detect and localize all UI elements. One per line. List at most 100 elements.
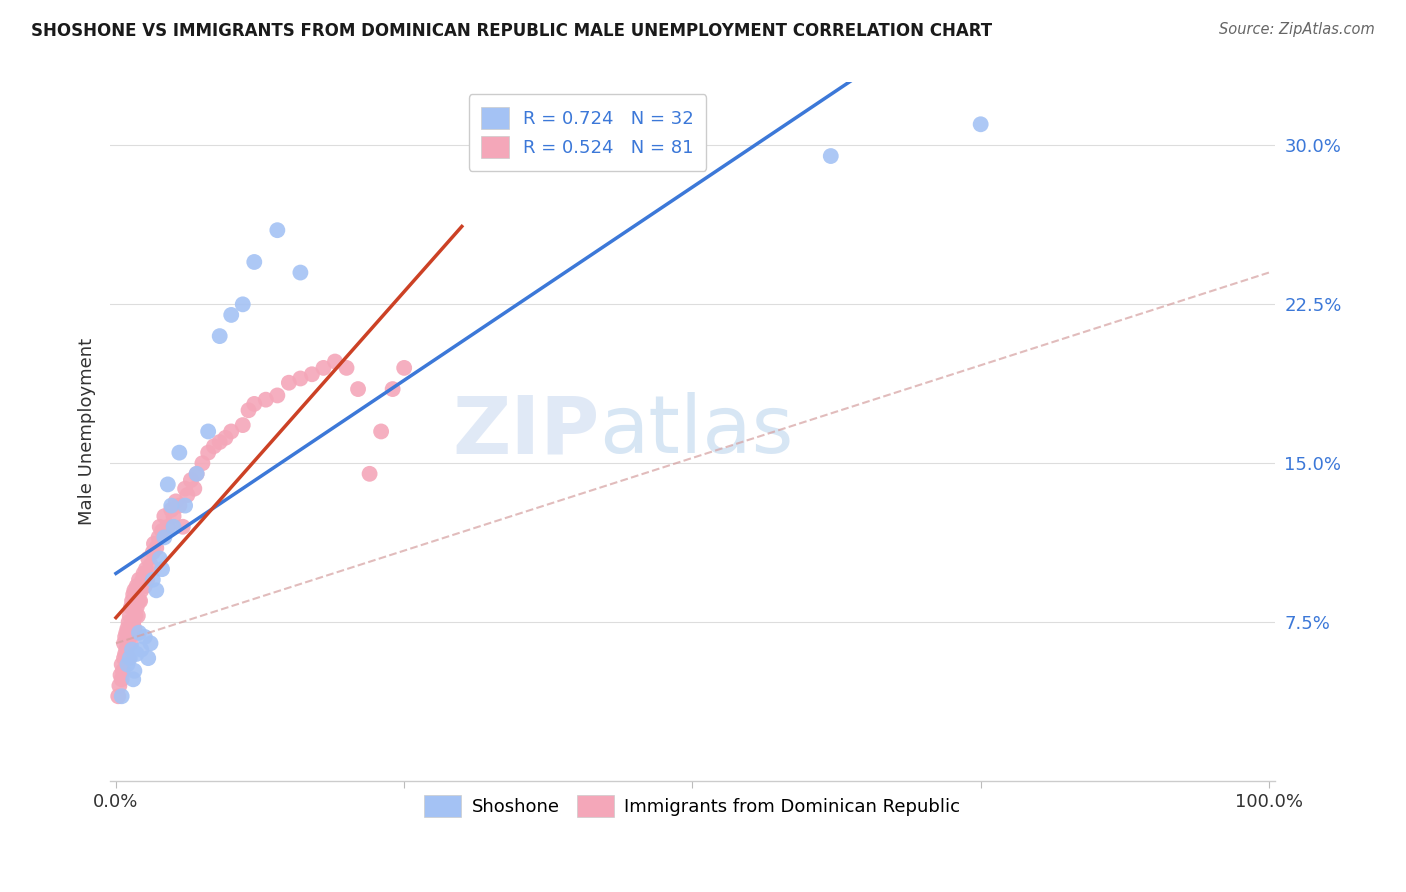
Point <box>135 562 157 576</box>
Point <box>118 608 141 623</box>
Point <box>107 690 129 704</box>
Point <box>117 657 139 672</box>
Point <box>174 499 197 513</box>
Point <box>208 435 231 450</box>
Point <box>156 520 179 534</box>
Point <box>125 647 148 661</box>
Text: ZIP: ZIP <box>451 392 599 470</box>
Point <box>129 594 152 608</box>
Point <box>112 651 135 665</box>
Point <box>160 499 183 513</box>
Text: Source: ZipAtlas.com: Source: ZipAtlas.com <box>1219 22 1375 37</box>
Point <box>125 579 148 593</box>
Point <box>172 520 194 534</box>
Point <box>150 562 173 576</box>
Point <box>153 530 176 544</box>
Point <box>121 625 143 640</box>
Point <box>142 545 165 559</box>
Point <box>149 551 172 566</box>
Point <box>111 664 134 678</box>
Point <box>112 636 135 650</box>
Point <box>111 690 134 704</box>
Point <box>219 308 242 322</box>
Text: SHOSHONE VS IMMIGRANTS FROM DOMINICAN REPUBLIC MALE UNEMPLOYMENT CORRELATION CHA: SHOSHONE VS IMMIGRANTS FROM DOMINICAN RE… <box>31 22 993 40</box>
Point <box>169 445 191 459</box>
Point <box>162 509 184 524</box>
Point <box>108 679 131 693</box>
Point <box>266 388 288 402</box>
Point <box>150 524 173 538</box>
Point <box>160 503 183 517</box>
Point <box>165 494 187 508</box>
Point <box>381 382 404 396</box>
Point <box>124 583 146 598</box>
Point <box>122 673 145 687</box>
Point <box>114 647 136 661</box>
Point <box>312 360 335 375</box>
Point <box>120 600 142 615</box>
Point <box>186 467 208 481</box>
Point <box>169 499 191 513</box>
Point <box>117 615 139 629</box>
Point <box>134 630 156 644</box>
Point <box>243 255 266 269</box>
Point <box>197 425 219 439</box>
Point <box>128 573 150 587</box>
Point <box>124 608 146 623</box>
Point <box>323 354 346 368</box>
Y-axis label: Male Unemployment: Male Unemployment <box>79 338 96 525</box>
Point <box>114 630 136 644</box>
Point <box>134 579 156 593</box>
Point <box>131 573 153 587</box>
Point <box>347 382 370 396</box>
Point <box>120 636 142 650</box>
Point <box>820 149 842 163</box>
Point <box>110 668 132 682</box>
Point <box>301 368 323 382</box>
Point <box>117 622 139 636</box>
Point <box>139 636 162 650</box>
Point <box>186 467 208 481</box>
Point <box>145 583 167 598</box>
Point <box>118 630 141 644</box>
Point <box>115 642 138 657</box>
Text: atlas: atlas <box>599 392 793 470</box>
Point <box>142 573 165 587</box>
Point <box>202 439 225 453</box>
Point <box>335 360 357 375</box>
Point <box>111 657 134 672</box>
Point <box>214 431 236 445</box>
Point <box>243 397 266 411</box>
Point <box>127 608 149 623</box>
Point <box>197 445 219 459</box>
Point <box>191 456 214 470</box>
Point <box>176 488 198 502</box>
Point <box>136 651 159 665</box>
Point <box>180 473 202 487</box>
Point <box>118 651 141 665</box>
Point <box>277 376 299 390</box>
Point <box>370 425 392 439</box>
Point <box>969 117 991 131</box>
Point <box>238 403 260 417</box>
Point <box>153 509 176 524</box>
Point <box>219 425 242 439</box>
Point <box>125 600 148 615</box>
Point <box>148 530 170 544</box>
Point <box>143 537 166 551</box>
Point <box>111 673 134 687</box>
Point <box>232 297 254 311</box>
Point <box>174 482 197 496</box>
Point <box>132 566 155 581</box>
Point <box>359 467 381 481</box>
Point <box>124 664 146 678</box>
Point <box>183 482 205 496</box>
Point <box>232 418 254 433</box>
Point <box>122 615 145 629</box>
Point <box>290 371 312 385</box>
Point <box>124 622 146 636</box>
Point <box>136 573 159 587</box>
Point <box>128 594 150 608</box>
Point <box>392 360 415 375</box>
Point <box>254 392 277 407</box>
